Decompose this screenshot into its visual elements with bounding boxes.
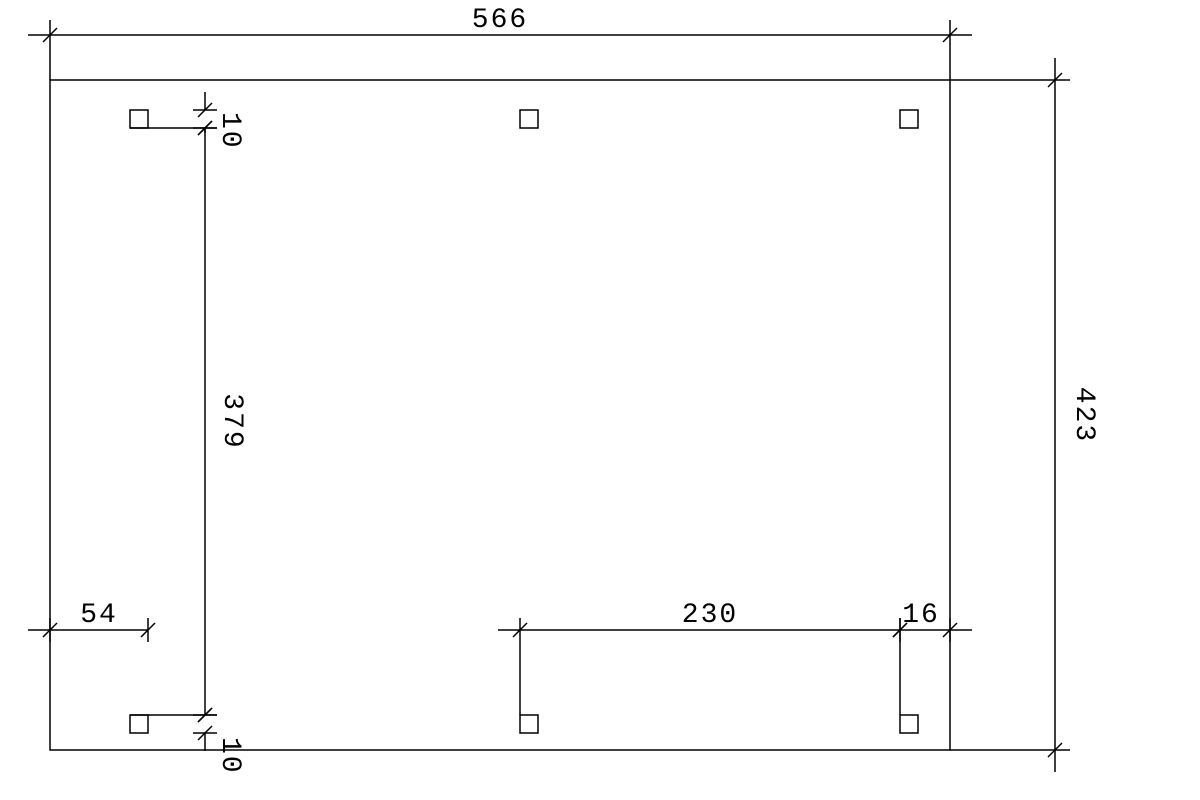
mounting-hole-0 [130, 110, 148, 128]
dim-right-height: 423 [1068, 387, 1099, 443]
mounting-hole-2 [900, 110, 918, 128]
dim-right-offset: 16 [902, 600, 940, 631]
dim-bottom-span: 230 [682, 600, 738, 631]
dim-left-offset: 54 [80, 600, 118, 631]
mounting-hole-3 [130, 715, 148, 733]
technical-drawing: 566 423 379 10 10 54 230 16 [0, 0, 1200, 800]
dim-hole-bottom: 10 [214, 737, 245, 775]
mounting-hole-5 [900, 715, 918, 733]
mounting-hole-1 [520, 110, 538, 128]
outer-rectangle [50, 80, 950, 750]
dim-inner-height: 379 [216, 393, 247, 449]
dim-hole-top: 10 [214, 112, 245, 150]
mounting-hole-4 [520, 715, 538, 733]
dim-top-width: 566 [472, 5, 528, 36]
